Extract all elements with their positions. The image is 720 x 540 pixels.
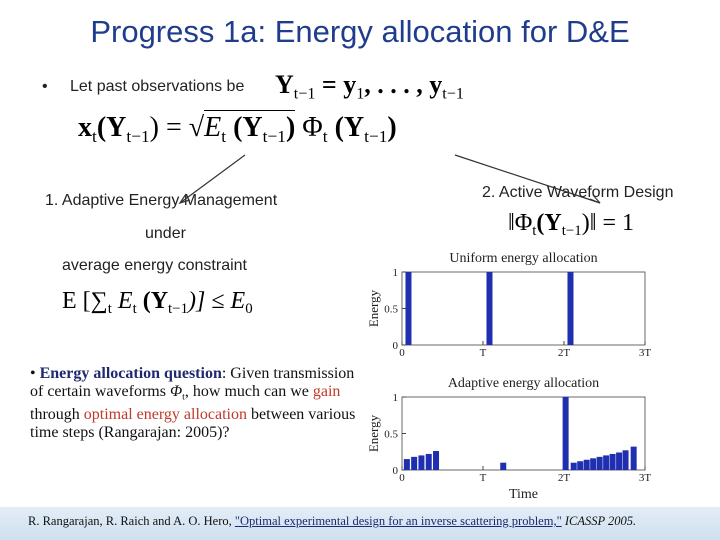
- constraint-formula: E [∑t Et (Yt−1)] ≤ E0: [62, 288, 253, 318]
- plot-frame: [401, 271, 646, 346]
- bar: [405, 272, 412, 345]
- citation: R. Rangarajan, R. Raich and A. O. Hero, …: [28, 514, 637, 528]
- x-tick-label: 2T: [558, 347, 571, 359]
- bar: [403, 459, 410, 470]
- y-tick-label: 0.5: [384, 429, 398, 441]
- left-heading: 1. Adaptive Energy Management: [45, 192, 278, 209]
- bar: [596, 456, 603, 470]
- bar: [486, 272, 493, 345]
- bar: [433, 451, 440, 470]
- bar: [425, 453, 432, 470]
- x-tick-label: 0: [399, 347, 405, 359]
- right-heading: 2. Active Waveform Design: [482, 184, 674, 201]
- bar: [418, 455, 425, 470]
- x-axis-label: Time: [509, 487, 538, 502]
- bar: [583, 459, 590, 470]
- y-axis-label: Energy: [366, 414, 381, 452]
- question-paragraph: • Energy allocation question: Given tran…: [30, 365, 356, 442]
- bar: [616, 452, 623, 470]
- bar: [500, 462, 507, 470]
- constraint-text: average energy constraint: [62, 257, 247, 274]
- norm-formula: ‖Φt(Yt−1)‖ = 1: [508, 210, 634, 240]
- bar: [630, 446, 637, 470]
- arrows: [178, 154, 601, 205]
- bar: [603, 455, 610, 470]
- observations-text: Let past observations be: [70, 78, 245, 95]
- x-tick-label: 3T: [639, 347, 652, 359]
- observations-formula: Yt−1 = y1, . . . , yt−1: [275, 70, 464, 103]
- bar: [609, 453, 616, 470]
- bar: [570, 462, 577, 470]
- footer-band: [0, 507, 720, 540]
- x-tick-label: 0: [399, 472, 405, 484]
- x-tick-label: 2T: [558, 472, 571, 484]
- under-text: under: [145, 225, 186, 242]
- y-tick-label: 0: [393, 465, 399, 477]
- x-tick-label: T: [480, 472, 487, 484]
- chart-title: Adaptive energy allocation: [448, 376, 599, 391]
- slide-title: Progress 1a: Energy allocation for D&E: [90, 14, 630, 49]
- bar: [562, 397, 569, 470]
- bar: [411, 456, 418, 470]
- bullet: •: [42, 78, 48, 95]
- y-tick-label: 0: [393, 340, 399, 352]
- bar: [567, 272, 574, 345]
- bar: [622, 450, 629, 470]
- signal-formula: xt(Yt−1) = √Et (Yt−1) Φt (Yt−1): [78, 110, 397, 147]
- y-tick-label: 1: [393, 267, 399, 279]
- bar: [577, 461, 584, 470]
- x-tick-label: T: [480, 347, 487, 359]
- chart-title: Uniform energy allocation: [449, 251, 597, 266]
- charts-layer: Uniform energy allocation Energy 0 0.5 1 0 T 2T…: [178, 154, 652, 502]
- x-tick-label: 3T: [639, 472, 652, 484]
- bar: [590, 458, 597, 470]
- y-tick-label: 0.5: [384, 304, 398, 316]
- y-axis-label: Energy: [366, 289, 381, 327]
- y-tick-label: 1: [393, 392, 399, 404]
